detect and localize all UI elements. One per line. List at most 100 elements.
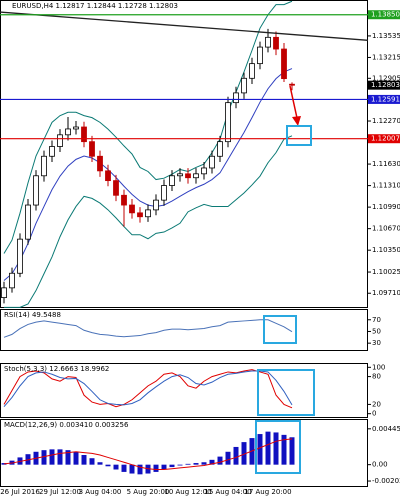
chart-title: EURUSD,H4 1.12817 1.12844 1.12728 1.1280… bbox=[12, 2, 178, 10]
y-tick-label: 1.09710 bbox=[372, 289, 400, 297]
indicator-line bbox=[3, 369, 293, 409]
x-tick-label: 17 Aug 20:00 bbox=[244, 488, 291, 496]
stoch-panel bbox=[0, 363, 368, 418]
histogram-bar bbox=[281, 434, 287, 465]
histogram-bar bbox=[97, 462, 103, 465]
histogram-bar bbox=[273, 432, 279, 465]
y-tick-label: 0.004451 bbox=[372, 425, 400, 433]
macd-panel bbox=[0, 419, 368, 487]
candle-body bbox=[137, 212, 143, 218]
histogram-bar bbox=[41, 450, 47, 465]
level-label: 1.12007 bbox=[371, 135, 400, 143]
histogram-bar bbox=[201, 462, 207, 465]
y-tick-label: 1.12270 bbox=[372, 117, 400, 125]
histogram-bar bbox=[265, 431, 271, 465]
candle-body bbox=[225, 102, 231, 143]
y-tick-label: 1.12905 bbox=[372, 74, 400, 82]
candle-body bbox=[65, 128, 71, 136]
annotations bbox=[255, 85, 315, 474]
candle-body bbox=[113, 180, 119, 196]
candle-body bbox=[177, 173, 183, 177]
highlight-box bbox=[263, 315, 297, 344]
candle-body bbox=[73, 126, 79, 130]
candle-body bbox=[33, 175, 39, 206]
y-tick-label: 1.11630 bbox=[372, 160, 400, 168]
y-tick-label: 1.10350 bbox=[372, 246, 400, 254]
candle-body bbox=[217, 141, 223, 157]
histogram-bar bbox=[233, 446, 239, 465]
y-tick-label: 20 bbox=[372, 400, 381, 408]
histogram-bar bbox=[169, 464, 175, 468]
y-tick-label: 1.11310 bbox=[372, 182, 400, 190]
histogram-bar bbox=[225, 451, 231, 465]
price-label: 1.12803 bbox=[371, 81, 400, 89]
histogram-bar bbox=[193, 463, 199, 465]
histogram-bar bbox=[121, 464, 127, 472]
signal-line bbox=[3, 438, 293, 470]
arrow-head bbox=[292, 116, 301, 126]
candle-body bbox=[153, 199, 159, 211]
histogram-bar bbox=[49, 449, 55, 465]
candle-body bbox=[25, 204, 31, 240]
candle-body bbox=[9, 272, 15, 289]
level-label: 1.12591 bbox=[371, 95, 400, 103]
x-tick-label: 29 Jul 12:00 bbox=[39, 488, 81, 496]
band-lower bbox=[4, 135, 293, 308]
histogram-bar bbox=[129, 464, 135, 474]
candle-body bbox=[49, 146, 55, 157]
candle-body bbox=[129, 204, 135, 214]
histogram-bar bbox=[89, 458, 95, 465]
histogram-bar bbox=[81, 455, 87, 465]
histogram-bar bbox=[57, 449, 63, 465]
histogram-bar bbox=[137, 464, 143, 475]
y-tick-label: 1.10990 bbox=[372, 203, 400, 211]
trendline bbox=[0, 11, 369, 41]
level-label: 1.13850 bbox=[371, 11, 400, 19]
level-label-box bbox=[368, 10, 400, 20]
histogram-bar bbox=[241, 442, 247, 465]
y-tick-label: 1.13215 bbox=[372, 53, 400, 61]
histogram-bar bbox=[257, 434, 263, 465]
indicator-line bbox=[3, 370, 293, 408]
histogram-bar bbox=[113, 464, 119, 470]
candle-body bbox=[145, 209, 151, 218]
candle-body bbox=[257, 46, 263, 65]
histogram-bar bbox=[73, 451, 79, 465]
histogram-bar bbox=[209, 459, 215, 465]
candle-body bbox=[201, 167, 207, 175]
x-tick-label: 3 Aug 04:00 bbox=[79, 488, 122, 496]
indicator-line bbox=[3, 319, 293, 338]
y-tick-label: 1.10670 bbox=[372, 225, 400, 233]
candle-body bbox=[249, 63, 255, 79]
y-tick-label: 0.00 bbox=[372, 461, 388, 469]
candle-body bbox=[17, 238, 23, 274]
candle-body bbox=[185, 173, 191, 179]
candle-body bbox=[233, 92, 239, 104]
y-tick-label: 50 bbox=[372, 327, 381, 335]
histogram-bar bbox=[65, 450, 71, 465]
level-label-box bbox=[368, 94, 400, 104]
candle-body bbox=[57, 134, 63, 147]
y-tick-label: 0 bbox=[372, 410, 376, 418]
x-tick-label: 5 Aug 20:00 bbox=[127, 488, 170, 496]
y-tick-label: 70 bbox=[372, 316, 381, 324]
y-tick-label: -0.002032 bbox=[372, 477, 400, 485]
y-tick-label: 30 bbox=[372, 339, 381, 347]
y-tick-label: 80 bbox=[372, 373, 381, 381]
candle-body bbox=[97, 155, 103, 172]
candle-body bbox=[1, 287, 7, 299]
rsi-title: RSI(14) 49.5488 bbox=[4, 311, 61, 319]
candle-body bbox=[161, 185, 167, 201]
highlight-box bbox=[255, 420, 301, 474]
candle-body bbox=[105, 170, 111, 182]
candle-body bbox=[209, 155, 215, 169]
arrow-shaft bbox=[289, 85, 298, 119]
price-label-box bbox=[368, 80, 400, 90]
candle-body bbox=[41, 155, 47, 177]
y-tick-label: 1.10025 bbox=[372, 268, 400, 276]
candle-body bbox=[281, 48, 287, 80]
histogram-bar bbox=[153, 464, 159, 472]
candle-body bbox=[193, 173, 199, 179]
